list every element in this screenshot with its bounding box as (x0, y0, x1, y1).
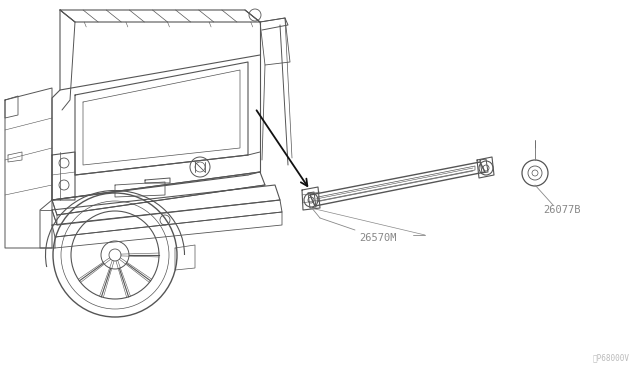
Text: 26570M: 26570M (359, 233, 397, 243)
Text: ＂P68000V: ＂P68000V (593, 353, 630, 362)
Text: 26077B: 26077B (543, 205, 580, 215)
